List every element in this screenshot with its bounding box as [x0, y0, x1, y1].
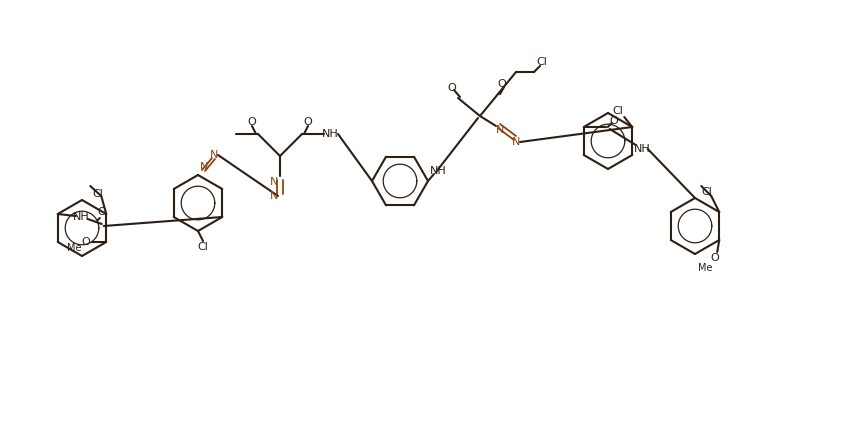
- Text: NH: NH: [72, 212, 89, 222]
- Text: Me: Me: [698, 263, 712, 273]
- Text: O: O: [248, 117, 256, 127]
- Text: Cl: Cl: [93, 189, 104, 199]
- Text: N: N: [200, 162, 208, 172]
- Text: N: N: [496, 125, 504, 135]
- Text: Cl: Cl: [702, 187, 712, 197]
- Text: O: O: [98, 207, 106, 217]
- Text: Cl: Cl: [613, 106, 624, 116]
- Text: O: O: [610, 116, 618, 126]
- Text: NH: NH: [322, 129, 338, 139]
- Text: Cl: Cl: [198, 242, 209, 252]
- Text: NH: NH: [633, 144, 650, 154]
- Text: N: N: [210, 150, 218, 160]
- Text: NH: NH: [429, 166, 446, 176]
- Text: N: N: [269, 177, 278, 187]
- Text: Cl: Cl: [536, 57, 547, 67]
- Text: O: O: [711, 253, 720, 263]
- Text: O: O: [304, 117, 312, 127]
- Text: Me: Me: [67, 243, 82, 253]
- Text: N: N: [512, 137, 520, 147]
- Text: N: N: [269, 191, 278, 201]
- Text: O: O: [448, 83, 456, 93]
- Text: O: O: [82, 237, 91, 247]
- Text: O: O: [498, 79, 506, 89]
